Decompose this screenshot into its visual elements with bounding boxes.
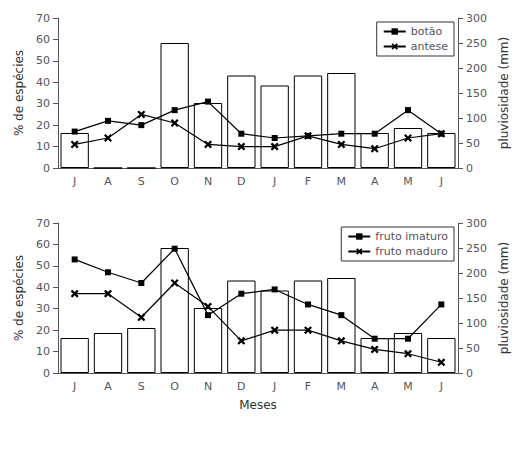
svg-text:D: D [237, 380, 245, 393]
svg-text:300: 300 [466, 217, 487, 230]
svg-text:0: 0 [43, 162, 50, 175]
svg-text:200: 200 [466, 267, 487, 280]
svg-text:J: J [272, 380, 276, 393]
svg-text:% de espécies: % de espécies [12, 255, 26, 341]
svg-text:F: F [305, 380, 311, 393]
svg-text:0: 0 [466, 162, 473, 175]
svg-text:60: 60 [36, 238, 50, 251]
svg-text:J: J [439, 175, 443, 188]
svg-text:20: 20 [36, 119, 50, 132]
svg-text:70: 70 [36, 217, 50, 230]
svg-text:F: F [305, 175, 311, 188]
svg-text:100: 100 [466, 112, 487, 125]
svg-text:30: 30 [36, 302, 50, 315]
svg-text:fruto maduro: fruto maduro [375, 245, 448, 258]
svg-text:M: M [403, 175, 413, 188]
svg-text:A: A [371, 175, 379, 188]
svg-text:50: 50 [36, 54, 50, 67]
svg-text:O: O [170, 380, 179, 393]
svg-text:M: M [337, 380, 347, 393]
svg-text:20: 20 [36, 324, 50, 337]
svg-text:A: A [371, 380, 379, 393]
svg-text:70: 70 [36, 12, 50, 25]
svg-text:N: N [204, 175, 212, 188]
svg-text:250: 250 [466, 242, 487, 255]
svg-text:250: 250 [466, 37, 487, 50]
svg-text:S: S [138, 175, 145, 188]
svg-text:Meses: Meses [239, 398, 277, 412]
svg-text:0: 0 [466, 367, 473, 380]
svg-text:300: 300 [466, 12, 487, 25]
svg-text:50: 50 [466, 342, 480, 355]
svg-text:O: O [170, 175, 179, 188]
svg-text:0: 0 [43, 367, 50, 380]
svg-text:A: A [104, 380, 112, 393]
svg-text:antese: antese [411, 40, 449, 53]
svg-text:pluviosidade (mm): pluviosidade (mm) [497, 37, 511, 149]
svg-text:D: D [237, 175, 245, 188]
svg-text:J: J [439, 380, 443, 393]
svg-text:50: 50 [36, 259, 50, 272]
svg-text:150: 150 [466, 292, 487, 305]
svg-text:M: M [403, 380, 413, 393]
svg-text:M: M [337, 175, 347, 188]
svg-text:pluviosidade (mm): pluviosidade (mm) [497, 242, 511, 354]
svg-text:40: 40 [36, 76, 50, 89]
svg-text:10: 10 [36, 345, 50, 358]
svg-text:S: S [138, 380, 145, 393]
svg-text:A: A [104, 175, 112, 188]
svg-text:J: J [272, 175, 276, 188]
svg-text:50: 50 [466, 137, 480, 150]
svg-text:150: 150 [466, 87, 487, 100]
svg-text:40: 40 [36, 281, 50, 294]
svg-text:fruto imaturo: fruto imaturo [375, 230, 448, 243]
svg-text:10: 10 [36, 140, 50, 153]
svg-text:N: N [204, 380, 212, 393]
svg-text:30: 30 [36, 97, 50, 110]
svg-text:J: J [72, 380, 76, 393]
svg-text:60: 60 [36, 33, 50, 46]
svg-text:botão: botão [411, 25, 443, 38]
svg-text:% de espécies: % de espécies [12, 50, 26, 136]
svg-text:J: J [72, 175, 76, 188]
svg-text:200: 200 [466, 62, 487, 75]
svg-text:100: 100 [466, 317, 487, 330]
